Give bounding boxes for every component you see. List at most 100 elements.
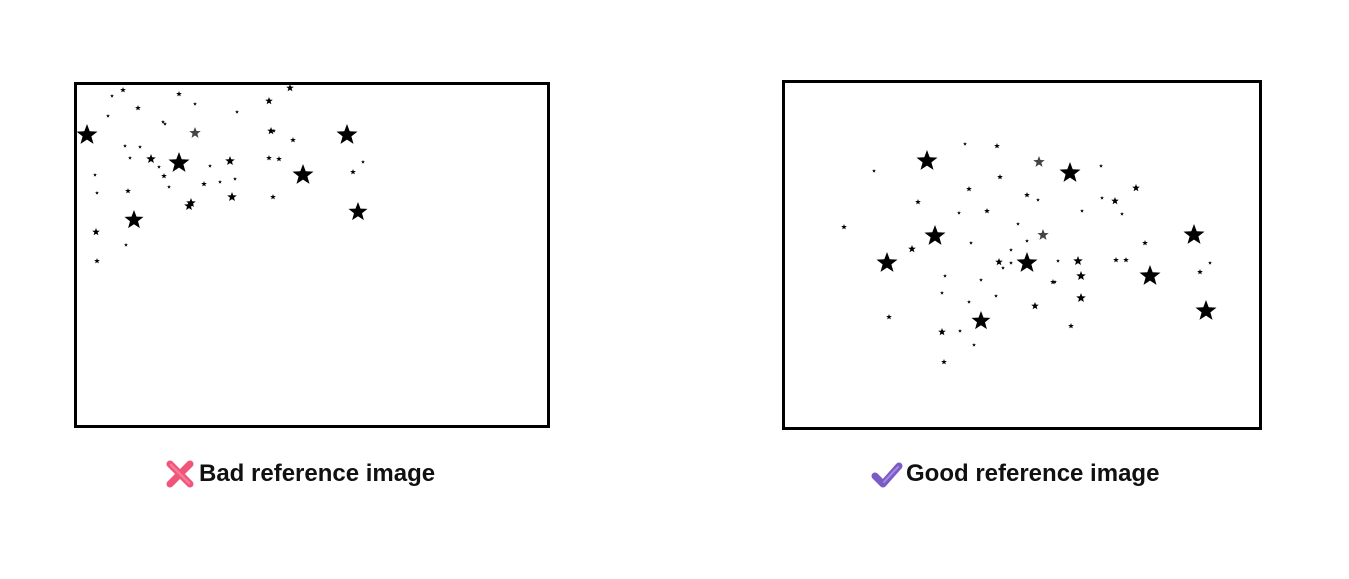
star-icon xyxy=(348,202,368,221)
star-icon xyxy=(265,97,273,105)
star-icon xyxy=(95,191,99,195)
star-icon xyxy=(1195,300,1217,320)
star-icon xyxy=(110,94,114,98)
star-icon xyxy=(120,87,126,93)
star-icon xyxy=(967,300,971,304)
star-icon xyxy=(1016,252,1038,272)
star-icon xyxy=(138,145,142,149)
star-icon xyxy=(124,210,144,229)
star-icon xyxy=(1068,323,1074,329)
star-icon xyxy=(235,110,239,114)
star-icon xyxy=(886,314,892,320)
star-icon xyxy=(1100,196,1104,200)
star-icon xyxy=(146,154,156,163)
star-icon xyxy=(233,177,237,181)
star-icon xyxy=(361,160,365,164)
star-icon xyxy=(276,156,282,162)
star-icon xyxy=(1059,162,1081,182)
star-icon xyxy=(940,291,944,295)
star-icon xyxy=(972,343,976,347)
star-icon xyxy=(1037,229,1049,240)
star-icon xyxy=(125,188,131,194)
star-icon xyxy=(1099,164,1103,168)
star-icon xyxy=(123,144,127,148)
star-icon xyxy=(1113,257,1119,263)
star-icon xyxy=(272,129,276,133)
bad-reference-caption-label: Bad reference image xyxy=(199,460,436,487)
star-icon xyxy=(286,85,294,92)
star-icon xyxy=(193,102,197,106)
star-icon xyxy=(1208,261,1212,265)
good-reference-caption-label: Good reference image xyxy=(906,460,1160,487)
star-icon xyxy=(157,165,161,169)
star-icon xyxy=(984,208,990,214)
star-icon xyxy=(267,127,275,135)
star-icon xyxy=(1076,271,1086,280)
star-icon xyxy=(292,164,314,184)
star-icon xyxy=(943,274,947,278)
star-icon xyxy=(1132,184,1140,192)
star-icon xyxy=(77,124,98,144)
star-icon xyxy=(128,156,132,160)
cross-mark-icon xyxy=(164,458,196,490)
star-icon xyxy=(1053,280,1057,284)
star-icon xyxy=(1056,259,1060,263)
star-icon xyxy=(266,155,272,161)
star-icon xyxy=(997,174,1003,180)
star-icon xyxy=(176,91,182,97)
star-icon xyxy=(124,243,128,247)
star-icon xyxy=(106,114,110,118)
star-icon xyxy=(94,258,100,264)
star-icon xyxy=(1031,302,1039,310)
star-icon xyxy=(186,198,196,207)
good-reference-caption: Good reference image xyxy=(871,458,1159,490)
bad-reference-caption: Bad reference image xyxy=(164,458,435,490)
star-icon xyxy=(1024,192,1030,198)
star-icon xyxy=(1009,248,1013,252)
star-icon xyxy=(971,311,991,330)
star-icon xyxy=(1016,222,1020,226)
star-icon xyxy=(994,294,998,298)
star-icon xyxy=(841,224,847,230)
star-icon xyxy=(135,105,141,111)
star-icon xyxy=(93,173,97,177)
star-icon xyxy=(270,194,276,200)
star-icon xyxy=(1050,279,1056,285)
star-icon xyxy=(201,181,207,187)
star-icon xyxy=(189,127,201,138)
star-icon xyxy=(979,278,983,282)
star-icon xyxy=(941,359,947,365)
star-icon xyxy=(167,185,171,189)
star-icon xyxy=(1001,266,1005,270)
star-icon xyxy=(958,329,962,333)
check-mark-icon xyxy=(871,458,903,490)
star-icon xyxy=(966,186,972,192)
star-icon xyxy=(915,199,921,205)
star-icon xyxy=(963,142,967,146)
star-icon xyxy=(1033,156,1045,167)
star-icon xyxy=(1076,293,1086,302)
star-icon xyxy=(1009,261,1013,265)
star-icon xyxy=(872,169,876,173)
star-icon xyxy=(924,225,946,245)
star-icon xyxy=(218,180,222,184)
star-icon xyxy=(994,143,1000,149)
star-icon xyxy=(92,228,100,236)
star-icon xyxy=(1139,265,1161,285)
star-icon xyxy=(1080,209,1084,213)
star-icon xyxy=(1120,212,1124,216)
star-icon xyxy=(1111,197,1119,205)
star-icon xyxy=(227,192,237,201)
star-icon xyxy=(336,124,358,144)
good-reference-starfield xyxy=(841,142,1217,365)
star-icon xyxy=(161,120,165,124)
star-icon xyxy=(908,245,916,253)
star-icon xyxy=(876,252,898,272)
star-icon xyxy=(1197,269,1203,275)
star-icon xyxy=(208,164,212,168)
star-icon xyxy=(1036,198,1040,202)
star-icon xyxy=(916,150,938,170)
star-icon xyxy=(1025,239,1029,243)
bad-reference-starfield xyxy=(77,85,368,264)
bad-reference-image-frame xyxy=(74,82,550,428)
